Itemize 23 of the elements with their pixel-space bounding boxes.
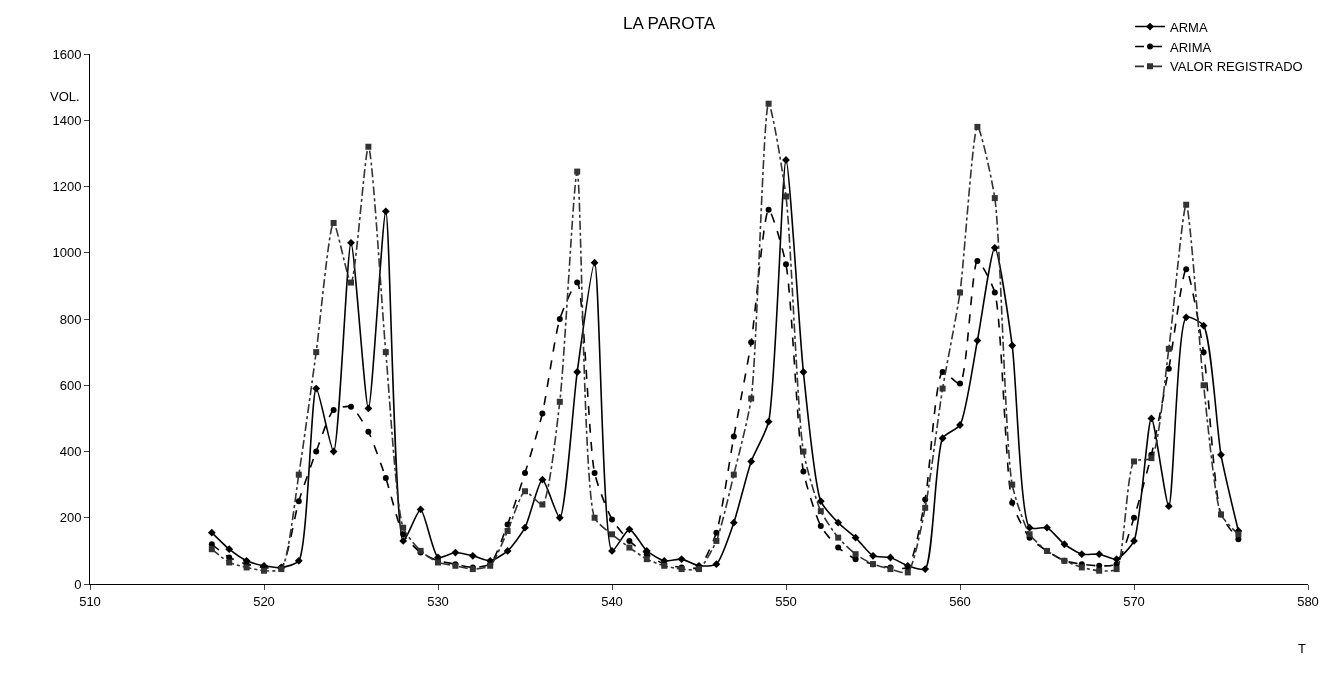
x-axis-title: T xyxy=(1298,641,1306,656)
y-tick-label: 1600 xyxy=(52,46,82,62)
y-tick-label: 1400 xyxy=(52,112,82,128)
y-tick-label: 800 xyxy=(59,311,82,327)
legend-label: VALOR REGISTRADO xyxy=(1170,59,1303,75)
chart-title: LA PAROTA xyxy=(623,13,716,33)
y-tick-label: 200 xyxy=(59,510,82,526)
y-tick-label: 1000 xyxy=(52,245,82,261)
x-tick-label: 540 xyxy=(601,593,623,609)
legend-label: ARMA xyxy=(1170,19,1208,35)
x-tick-label: 530 xyxy=(427,593,449,609)
x-tick-label: 550 xyxy=(775,593,797,609)
y-tick-label: 1200 xyxy=(52,179,82,195)
x-tick-label: 510 xyxy=(79,593,101,609)
legend-label: ARIMA xyxy=(1170,39,1212,55)
x-tick-label: 520 xyxy=(253,593,275,609)
x-tick-label: 570 xyxy=(1123,593,1145,609)
y-axis-title: VOL. xyxy=(50,89,80,104)
y-tick-label: 0 xyxy=(74,576,82,592)
y-tick-label: 400 xyxy=(59,444,82,460)
x-tick-label: 560 xyxy=(949,593,971,609)
y-tick-label: 600 xyxy=(59,377,82,393)
x-tick-label: 580 xyxy=(1297,593,1319,609)
